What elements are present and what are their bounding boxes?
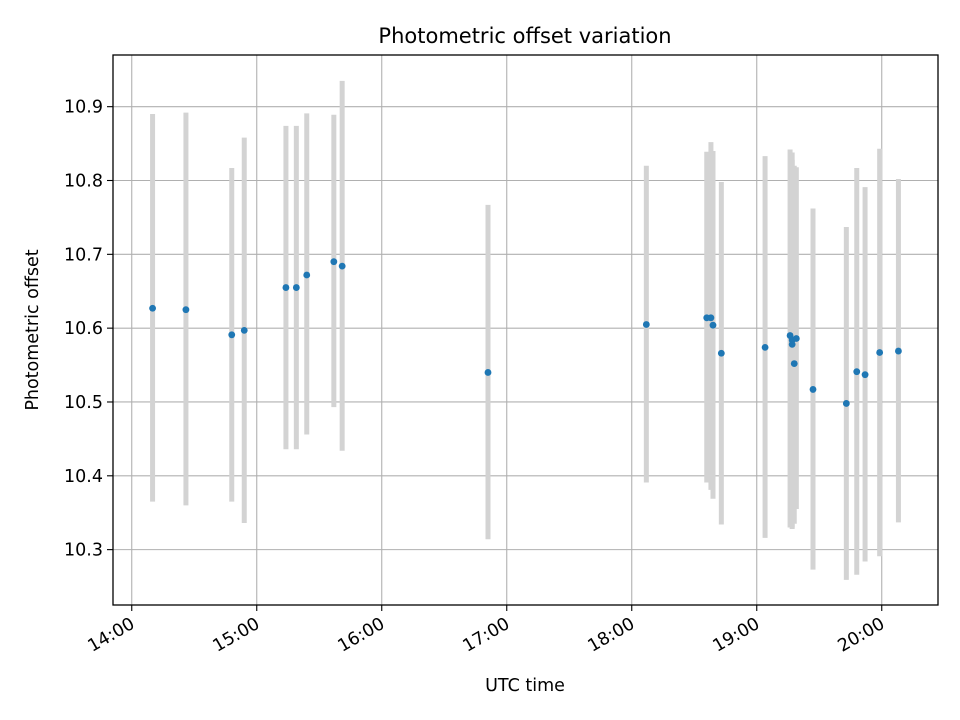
- y-tick-label: 10.7: [64, 245, 103, 265]
- y-tick-label: 10.9: [64, 98, 103, 118]
- y-tick-label: 10.3: [64, 541, 103, 561]
- data-point: [330, 258, 338, 266]
- y-axis-label: Photometric offset: [23, 249, 43, 410]
- data-point: [642, 321, 650, 328]
- data-points: [149, 258, 902, 407]
- y-tick-label: 10.6: [64, 319, 103, 339]
- data-point: [790, 360, 798, 367]
- data-point: [240, 326, 248, 334]
- plot-area-background: [113, 55, 938, 605]
- data-point: [228, 331, 236, 339]
- y-tick-label: 10.4: [64, 467, 103, 487]
- data-point: [792, 335, 800, 342]
- x-axis-label: UTC time: [485, 676, 565, 696]
- data-point: [842, 400, 850, 407]
- data-point: [717, 349, 725, 357]
- data-point: [182, 306, 190, 314]
- data-point: [707, 314, 715, 322]
- data-point: [303, 271, 311, 279]
- data-point: [895, 347, 902, 355]
- data-point: [761, 343, 769, 351]
- data-point: [338, 262, 346, 270]
- plot-frame: [112, 54, 939, 606]
- y-axis-ticks: 10.3 10.4 10.5 10.6 10.7 10.8 10.9: [64, 98, 113, 561]
- data-point: [876, 349, 884, 356]
- data-point: [809, 386, 817, 393]
- data-point: [282, 284, 290, 291]
- data-point: [788, 340, 796, 348]
- data-point: [149, 304, 156, 312]
- y-tick-label: 10.5: [64, 393, 103, 413]
- data-point: [484, 369, 492, 376]
- data-point: [292, 284, 300, 291]
- data-point: [853, 368, 861, 376]
- chart-title: Photometric offset variation: [378, 24, 671, 48]
- data-point: [709, 321, 717, 329]
- y-tick-label: 10.8: [64, 172, 103, 192]
- data-point: [861, 371, 869, 379]
